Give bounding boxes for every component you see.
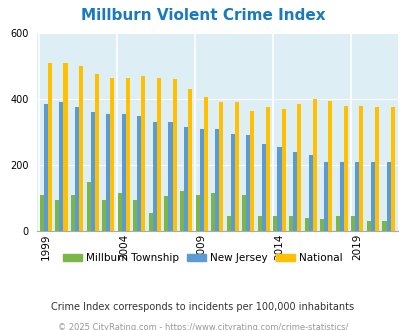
Bar bbox=[230, 134, 234, 231]
Bar bbox=[179, 191, 183, 231]
Bar bbox=[164, 196, 168, 231]
Bar bbox=[141, 76, 145, 231]
Bar bbox=[106, 114, 110, 231]
Bar bbox=[246, 135, 250, 231]
Bar bbox=[75, 107, 79, 231]
Bar bbox=[40, 195, 44, 231]
Bar bbox=[257, 216, 261, 231]
Bar bbox=[312, 99, 316, 231]
Bar bbox=[59, 102, 63, 231]
Text: Millburn Violent Crime Index: Millburn Violent Crime Index bbox=[81, 8, 324, 23]
Bar bbox=[234, 102, 238, 231]
Bar bbox=[366, 221, 370, 231]
Bar bbox=[199, 129, 203, 231]
Bar bbox=[44, 104, 48, 231]
Text: © 2025 CityRating.com - https://www.cityrating.com/crime-statistics/: © 2025 CityRating.com - https://www.city… bbox=[58, 323, 347, 330]
Bar bbox=[250, 111, 254, 231]
Bar bbox=[304, 218, 308, 231]
Bar bbox=[126, 78, 130, 231]
Bar bbox=[157, 78, 161, 231]
Bar bbox=[211, 193, 215, 231]
Bar bbox=[86, 182, 90, 231]
Bar bbox=[374, 107, 378, 231]
Bar bbox=[219, 102, 223, 231]
Bar bbox=[215, 129, 219, 231]
Bar bbox=[110, 78, 114, 231]
Bar bbox=[390, 107, 394, 231]
Bar bbox=[358, 106, 362, 231]
Bar bbox=[386, 162, 390, 231]
Bar bbox=[203, 97, 207, 231]
Bar bbox=[102, 200, 106, 231]
Bar bbox=[292, 152, 296, 231]
Bar bbox=[195, 195, 199, 231]
Bar bbox=[288, 216, 292, 231]
Bar bbox=[153, 122, 157, 231]
Bar bbox=[94, 74, 98, 231]
Bar bbox=[265, 107, 269, 231]
Bar bbox=[168, 122, 172, 231]
Bar bbox=[188, 89, 192, 231]
Bar bbox=[273, 216, 277, 231]
Bar bbox=[133, 200, 137, 231]
Bar bbox=[172, 79, 176, 231]
Bar bbox=[122, 114, 126, 231]
Bar bbox=[71, 195, 75, 231]
Bar bbox=[149, 213, 153, 231]
Bar bbox=[382, 221, 386, 231]
Bar bbox=[117, 193, 121, 231]
Bar bbox=[339, 162, 343, 231]
Bar bbox=[335, 216, 339, 231]
Bar bbox=[90, 112, 94, 231]
Bar bbox=[370, 162, 374, 231]
Bar bbox=[242, 195, 246, 231]
Bar bbox=[324, 162, 328, 231]
Bar bbox=[261, 144, 265, 231]
Bar bbox=[277, 147, 281, 231]
Bar bbox=[183, 127, 188, 231]
Bar bbox=[79, 66, 83, 231]
Bar bbox=[296, 104, 301, 231]
Bar bbox=[308, 155, 312, 231]
Bar bbox=[48, 63, 52, 231]
Bar bbox=[343, 106, 347, 231]
Bar bbox=[226, 216, 230, 231]
Bar bbox=[281, 109, 285, 231]
Bar bbox=[137, 115, 141, 231]
Bar bbox=[350, 216, 354, 231]
Bar bbox=[55, 200, 59, 231]
Bar bbox=[354, 162, 358, 231]
Bar bbox=[320, 219, 324, 231]
Bar bbox=[63, 63, 67, 231]
Text: Crime Index corresponds to incidents per 100,000 inhabitants: Crime Index corresponds to incidents per… bbox=[51, 302, 354, 312]
Legend: Millburn Township, New Jersey, National: Millburn Township, New Jersey, National bbox=[59, 249, 346, 267]
Bar bbox=[328, 101, 331, 231]
